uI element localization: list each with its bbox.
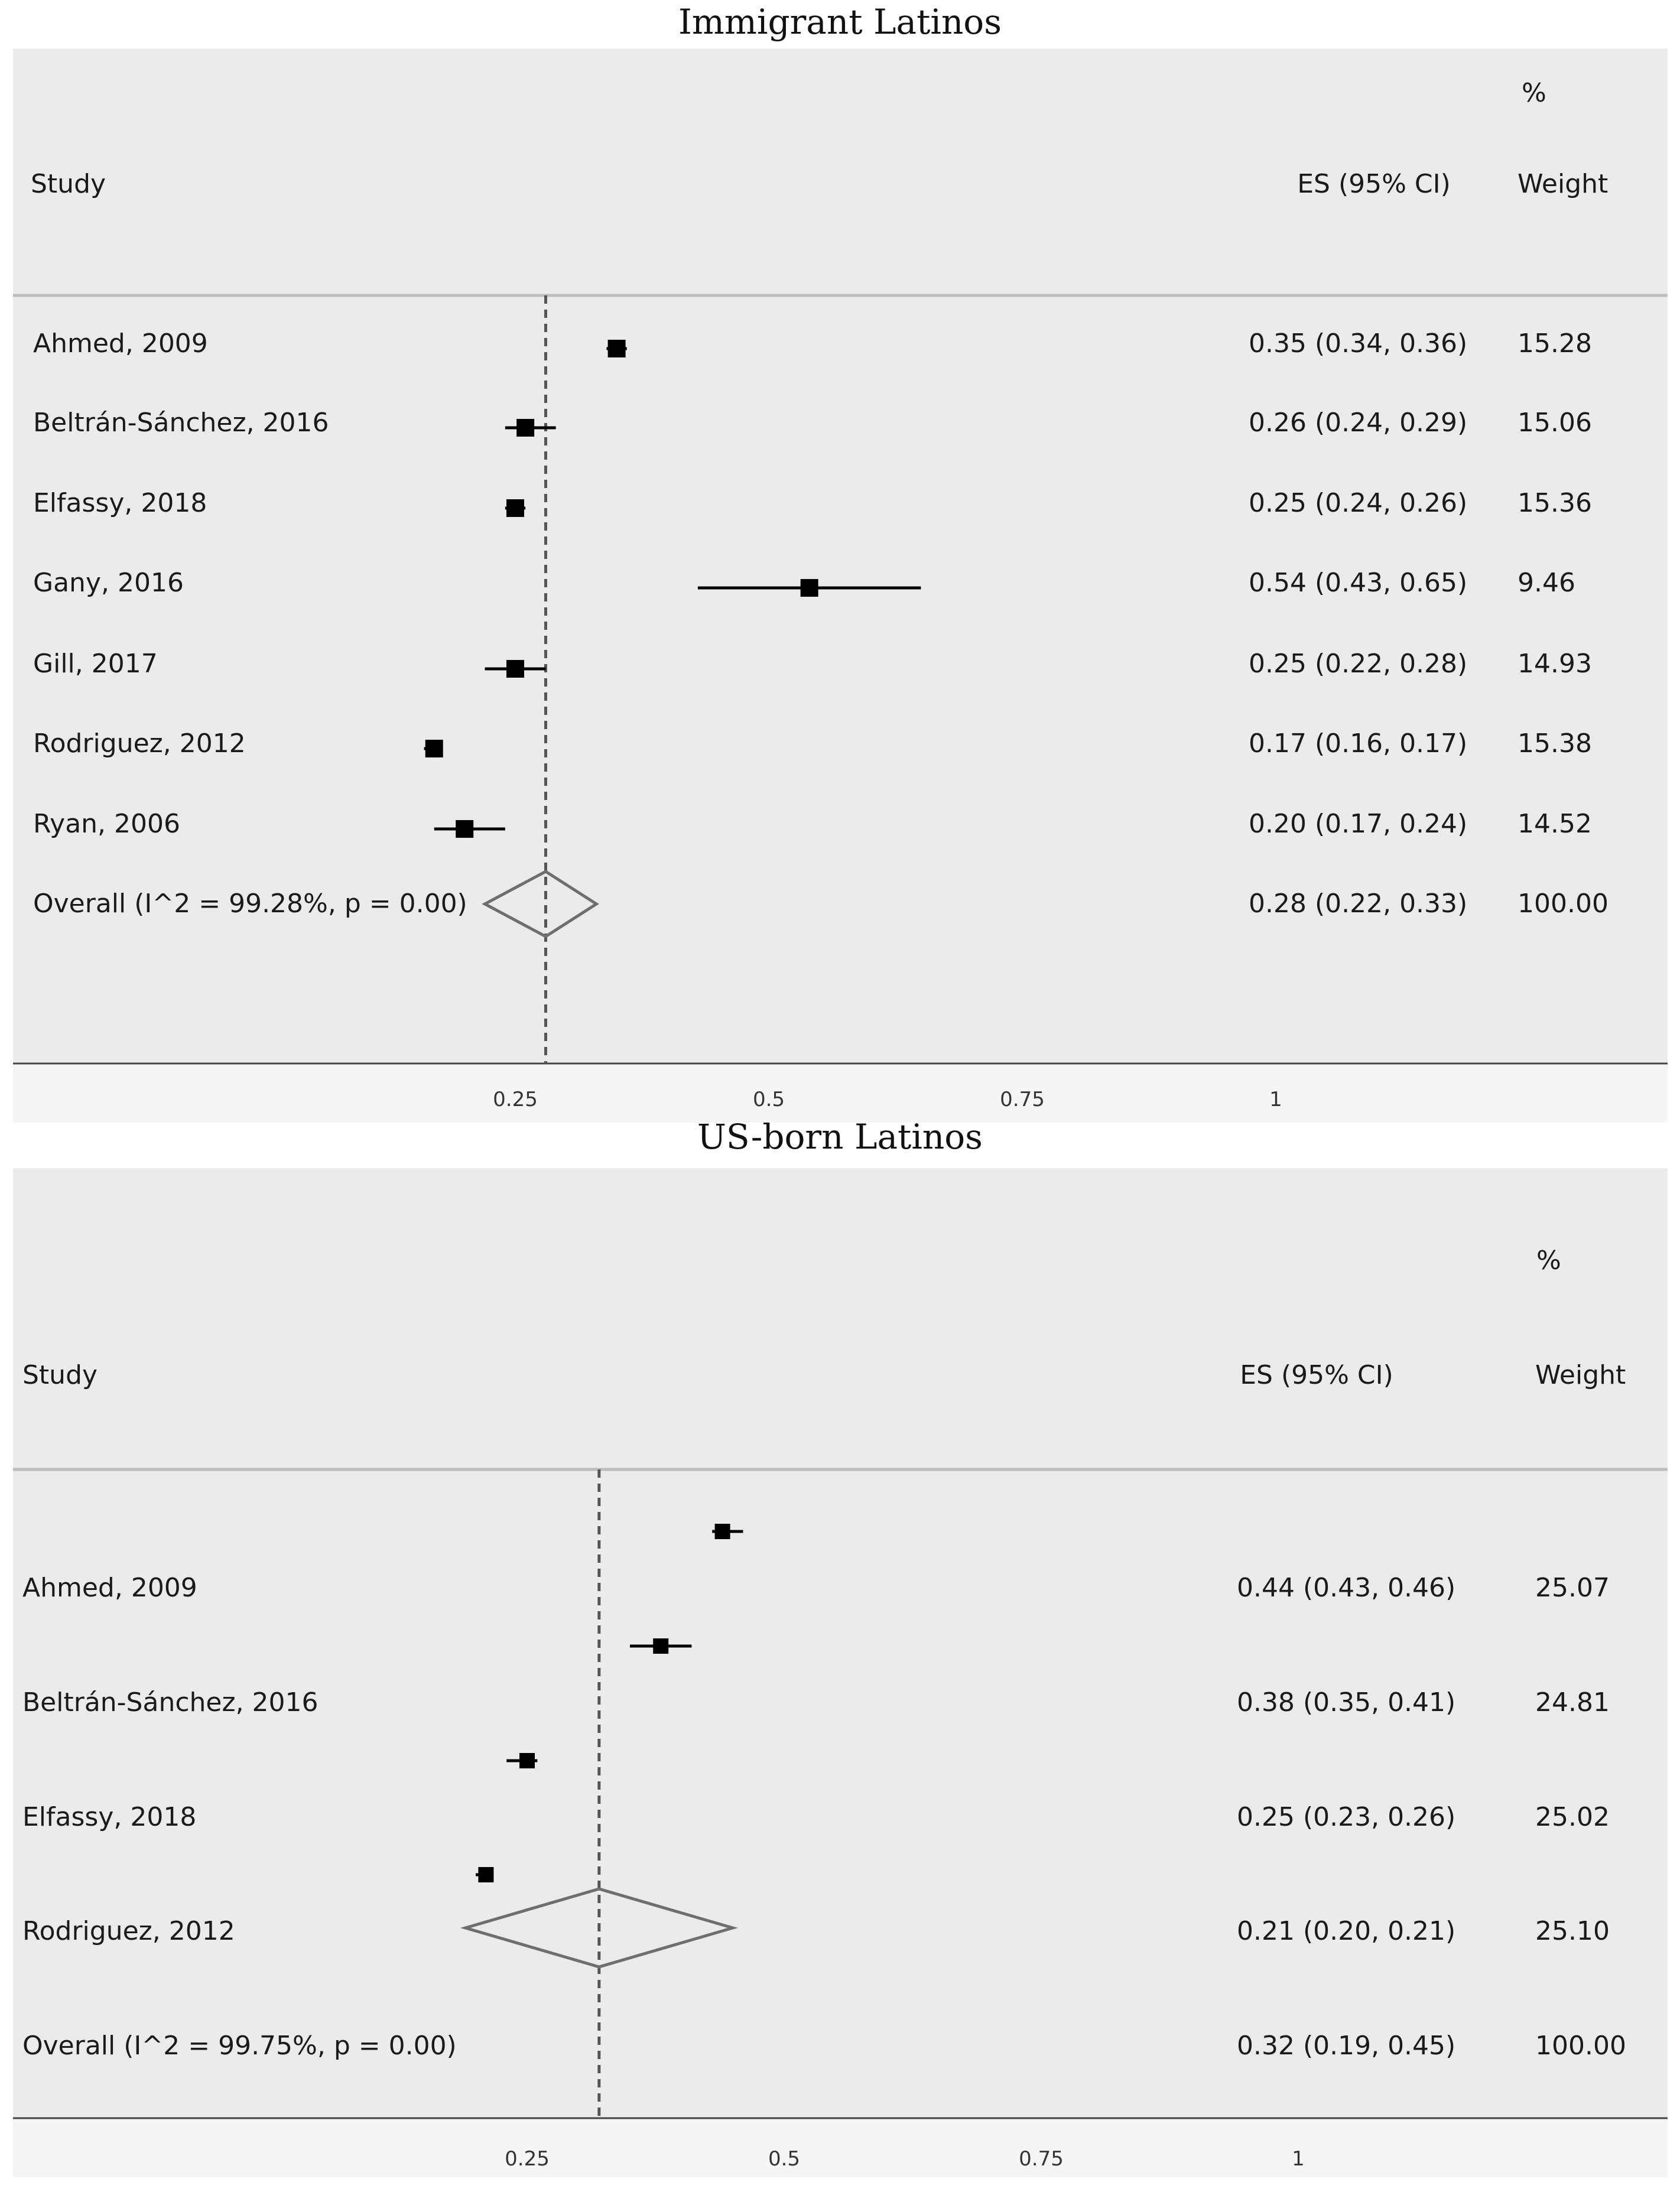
chart0-study-label-2: Elfassy, 2018 [33,488,207,518]
chart1-study-label-0: Ahmed, 2009 [22,1573,197,1603]
chart0-weight-text-0: 15.28 [1517,329,1592,359]
chart1-es-text-2: 0.25 (0.23, 0.26) [1237,1802,1455,1832]
chart1-x-tick-2: 0.75 [1019,2147,1064,2171]
chart0-x-tick-0: 0.25 [493,1088,538,1111]
chart1-header-weight: Weight [1535,1360,1626,1390]
chart0-axis-panel [13,1064,1668,1123]
chart1-header-study: Study [22,1360,98,1390]
chart-title-immigrant: Immigrant Latinos [678,2,1002,42]
chart0-header-study: Study [31,169,106,199]
chart1-es-marker-3 [478,1867,494,1882]
chart1-overall-es-text: 0.32 (0.19, 0.45) [1237,2031,1455,2061]
chart1-es-text-1: 0.38 (0.35, 0.41) [1237,1687,1455,1718]
chart0-es-text-1: 0.26 (0.24, 0.29) [1249,408,1467,438]
chart0-weight-text-6: 14.52 [1517,809,1592,839]
chart1-study-label-1: Beltrán-Sánchez, 2016 [22,1687,319,1718]
chart1-study-label-2: Elfassy, 2018 [22,1802,196,1832]
chart0-es-marker-6 [456,820,474,838]
chart1-overall-weight-text: 100.00 [1535,2031,1626,2061]
chart0-overall-diamond [482,870,599,938]
chart0-weight-text-3: 9.46 [1517,568,1575,598]
chart0-study-label-6: Ryan, 2006 [33,809,180,839]
chart0-weight-text-4: 14.93 [1517,649,1592,679]
chart0-weight-text-2: 15.36 [1517,488,1592,518]
chart0-es-text-4: 0.25 (0.22, 0.28) [1249,649,1467,679]
chart0-header-weight: Weight [1517,169,1608,199]
chart0-es-marker-2 [506,499,524,517]
chart0-es-text-6: 0.20 (0.17, 0.24) [1249,809,1467,839]
chart0-weight-text-5: 15.38 [1517,729,1592,759]
chart0-overall-es-text: 0.28 (0.22, 0.33) [1249,889,1467,919]
chart0-study-label-4: Gill, 2017 [33,649,158,679]
chart1-es-text-3: 0.21 (0.20, 0.21) [1237,1916,1455,1946]
chart1-weight-text-0: 25.07 [1535,1573,1610,1603]
chart1-axis-panel [13,2118,1668,2177]
chart0-study-label-5: Rodriguez, 2012 [33,729,246,759]
chart1-es-text-0: 0.44 (0.43, 0.46) [1237,1573,1455,1603]
chart0-header-percent: % [1522,78,1546,108]
chart0-es-text-3: 0.54 (0.43, 0.65) [1249,568,1467,598]
chart0-header-es: ES (95% CI) [1297,169,1451,199]
chart0-es-marker-5 [425,740,443,757]
chart0-es-marker-1 [516,419,535,437]
chart0-x-tick-1: 0.5 [753,1088,785,1111]
chart0-overall-weight-text: 100.00 [1517,889,1608,919]
chart1-es-marker-1 [653,1638,669,1654]
chart0-x-tick-3: 1 [1269,1088,1282,1111]
chart0-x-tick-2: 0.75 [1000,1088,1045,1111]
chart-title-us-born: US-born Latinos [697,1117,983,1157]
chart1-overall-label: Overall (I^2 = 99.75%, p = 0.00) [22,2031,457,2061]
chart1-weight-text-1: 24.81 [1535,1687,1610,1718]
chart1-x-tick-0: 0.25 [505,2147,550,2171]
chart1-weight-text-2: 25.02 [1535,1802,1610,1832]
chart1-header-es: ES (95% CI) [1240,1360,1393,1390]
chart0-study-label-3: Gany, 2016 [33,568,184,598]
chart0-es-marker-4 [506,660,524,678]
chart0-study-label-1: Beltrán-Sánchez, 2016 [33,408,329,438]
chart0-es-text-2: 0.25 (0.24, 0.26) [1249,488,1467,518]
chart0-weight-text-1: 15.06 [1517,408,1592,438]
chart0-es-marker-3 [800,579,818,597]
chart0-es-text-0: 0.35 (0.34, 0.36) [1249,329,1467,359]
chart0-es-marker-0 [607,340,626,357]
chart0-es-text-5: 0.17 (0.16, 0.17) [1249,729,1467,759]
chart1-study-label-3: Rodriguez, 2012 [22,1916,235,1946]
chart1-overall-diamond [460,1887,738,1969]
chart1-header-percent: % [1536,1245,1561,1276]
chart0-overall-label: Overall (I^2 = 99.28%, p = 0.00) [33,889,467,919]
chart1-x-tick-1: 0.5 [768,2147,800,2171]
chart1-es-marker-0 [714,1524,730,1539]
chart0-study-label-0: Ahmed, 2009 [33,329,208,359]
chart0-plot-panel [13,48,1668,1064]
chart1-es-marker-2 [519,1753,535,1768]
chart1-x-tick-3: 1 [1292,2147,1305,2171]
chart1-weight-text-3: 25.10 [1535,1916,1610,1946]
chart1-plot-panel [13,1168,1668,2118]
